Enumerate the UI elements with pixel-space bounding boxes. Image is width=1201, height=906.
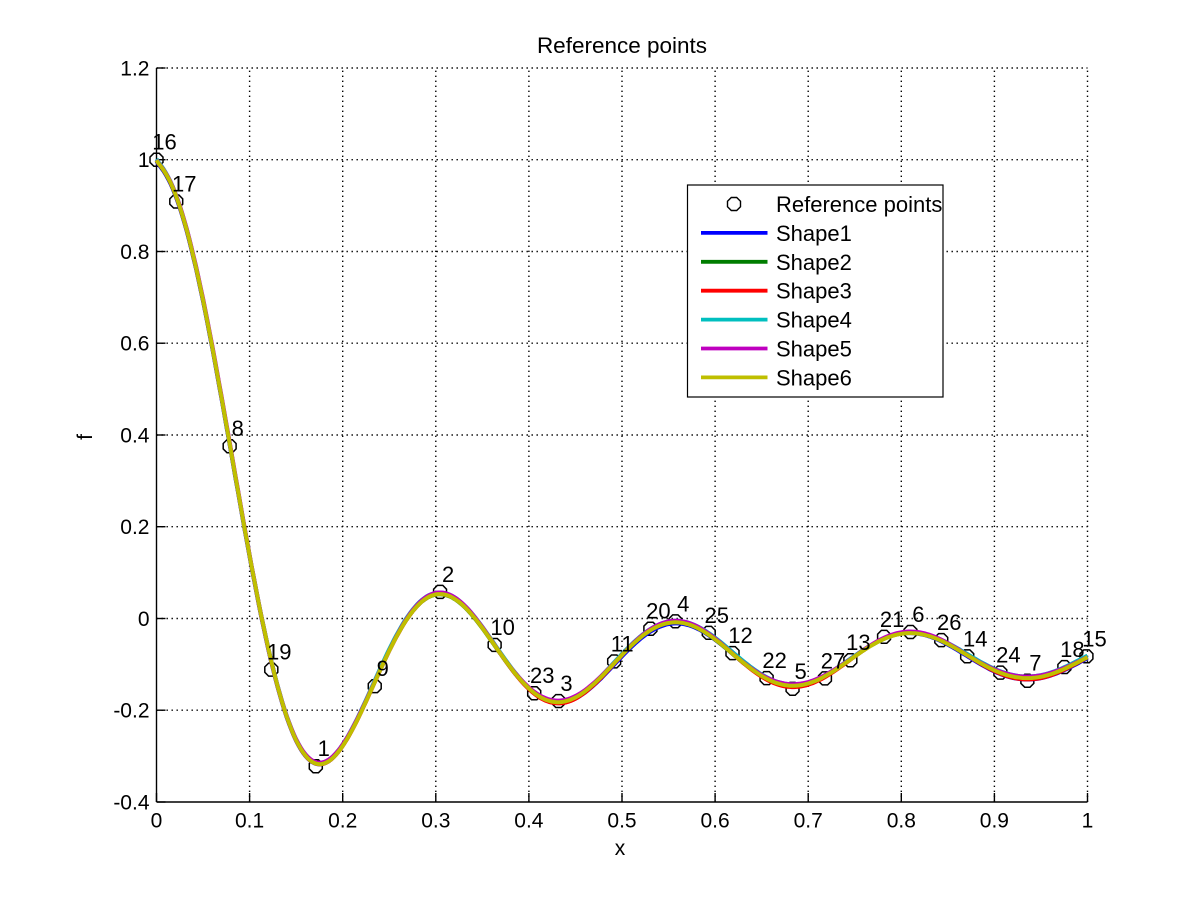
svg-text:Shape5: Shape5	[776, 337, 852, 362]
svg-text:-0.4: -0.4	[113, 792, 150, 815]
svg-text:23: 23	[530, 663, 554, 688]
svg-text:6: 6	[912, 602, 924, 627]
svg-text:18: 18	[1060, 637, 1084, 662]
svg-text:3: 3	[560, 671, 572, 696]
svg-text:15: 15	[1082, 626, 1106, 651]
svg-text:0.6: 0.6	[120, 333, 149, 356]
svg-text:4: 4	[677, 591, 689, 616]
svg-text:1: 1	[1082, 810, 1094, 833]
svg-text:24: 24	[996, 643, 1020, 668]
svg-text:Reference points: Reference points	[776, 192, 942, 217]
svg-text:21: 21	[880, 607, 904, 632]
svg-text:0.8: 0.8	[120, 241, 149, 264]
svg-text:0.4: 0.4	[514, 810, 544, 833]
svg-text:2: 2	[442, 562, 454, 587]
svg-text:0.2: 0.2	[328, 810, 357, 833]
svg-text:14: 14	[963, 626, 987, 651]
svg-text:f: f	[74, 434, 97, 440]
svg-text:9: 9	[377, 656, 389, 681]
svg-text:Reference points: Reference points	[537, 33, 707, 58]
svg-text:17: 17	[172, 172, 196, 197]
svg-text:0.4: 0.4	[120, 425, 150, 448]
svg-text:1: 1	[138, 149, 150, 172]
svg-text:0.5: 0.5	[607, 810, 636, 833]
svg-text:0.9: 0.9	[980, 810, 1009, 833]
svg-text:1: 1	[318, 736, 330, 761]
svg-text:0.7: 0.7	[794, 810, 823, 833]
svg-text:26: 26	[937, 610, 961, 635]
svg-text:27: 27	[821, 648, 845, 673]
svg-text:0.1: 0.1	[235, 810, 264, 833]
svg-text:16: 16	[152, 130, 176, 155]
svg-text:0.8: 0.8	[887, 810, 916, 833]
svg-text:x: x	[615, 837, 626, 860]
svg-text:0: 0	[138, 608, 150, 631]
svg-text:19: 19	[267, 640, 291, 665]
svg-text:Shape3: Shape3	[776, 279, 852, 304]
svg-text:0: 0	[151, 810, 163, 833]
svg-text:Shape4: Shape4	[776, 308, 852, 333]
svg-text:11: 11	[611, 631, 634, 656]
svg-text:25: 25	[705, 603, 729, 628]
svg-text:8: 8	[232, 416, 244, 441]
svg-text:0.6: 0.6	[700, 810, 729, 833]
svg-text:-0.2: -0.2	[113, 700, 149, 723]
svg-text:12: 12	[728, 623, 752, 648]
svg-text:Shape2: Shape2	[776, 250, 852, 275]
svg-text:22: 22	[762, 648, 786, 673]
svg-text:0.2: 0.2	[120, 516, 149, 539]
svg-text:7: 7	[1029, 651, 1041, 676]
svg-text:13: 13	[846, 630, 870, 655]
svg-text:20: 20	[646, 599, 670, 624]
svg-text:Shape6: Shape6	[776, 365, 852, 390]
svg-text:5: 5	[794, 659, 806, 684]
svg-text:1.2: 1.2	[120, 58, 149, 81]
svg-text:0.3: 0.3	[421, 810, 450, 833]
svg-text:10: 10	[490, 615, 514, 640]
svg-text:Shape1: Shape1	[776, 221, 852, 246]
